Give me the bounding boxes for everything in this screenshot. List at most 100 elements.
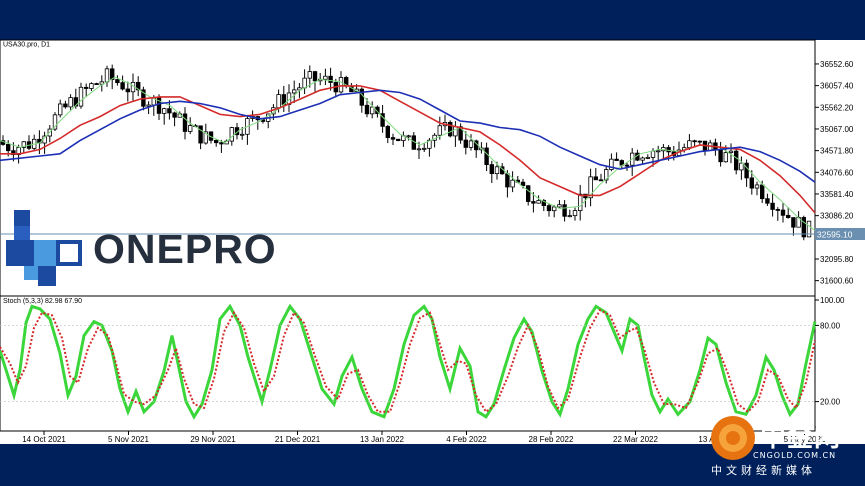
candle-body <box>609 158 614 170</box>
candle-body <box>656 150 661 153</box>
candle-body <box>239 133 245 136</box>
source-url: CNGOLD.COM.CN <box>753 451 837 460</box>
candle-body <box>291 89 297 94</box>
candle-body <box>640 157 645 161</box>
candle-body <box>510 179 515 188</box>
candle-body <box>135 81 141 91</box>
current-price-badge <box>815 228 865 240</box>
candle-body <box>84 86 89 89</box>
candle-body <box>489 164 494 175</box>
candle-body <box>770 202 775 210</box>
candle-body <box>604 169 609 181</box>
candle-body <box>421 147 427 150</box>
candle-body <box>723 152 728 163</box>
time-tick-label: 5 Nov 2021 <box>108 435 149 444</box>
candle-body <box>416 148 422 151</box>
candle-body <box>494 166 500 175</box>
candle-body <box>276 94 281 109</box>
candle-body <box>125 88 130 93</box>
current-price-label: 32595.10 <box>817 230 853 240</box>
candle-body <box>557 204 562 208</box>
candle-body <box>359 88 364 106</box>
main-pane: 36552.60 36057.40 35562.20 35067.00 34571.80… <box>0 39 865 297</box>
candle-body <box>328 75 333 83</box>
candle-body <box>437 125 442 136</box>
candle-body <box>447 121 453 137</box>
candle-body <box>572 210 578 217</box>
time-tick-label: 14 Oct 2021 <box>22 435 66 444</box>
ma-line-2 <box>0 89 816 183</box>
candle-body <box>94 83 99 85</box>
candle-body <box>89 83 94 89</box>
candle-body <box>110 68 115 80</box>
candle-body <box>338 77 344 93</box>
time-tick-label: 4 Feb 2022 <box>446 435 487 444</box>
candle-body <box>749 177 754 189</box>
candle-body <box>505 173 510 188</box>
candle-body <box>213 139 219 144</box>
candle-body <box>687 140 692 149</box>
onepro-watermark: ONEPRO <box>93 226 277 272</box>
candle-body <box>624 164 630 167</box>
candle-body <box>588 176 593 199</box>
candle-body <box>11 150 16 156</box>
candle-body <box>593 176 598 181</box>
candle-body <box>198 125 203 144</box>
price-tick-label: 34076.60 <box>820 168 854 177</box>
candle-body <box>765 198 770 204</box>
stochastic-lines <box>0 303 817 420</box>
stoch-tick-label: 100.00 <box>820 296 845 305</box>
candle-body <box>307 71 312 79</box>
candle-body <box>380 113 385 127</box>
candle-body <box>806 220 812 238</box>
stoch-axis: 100.00 80.00 20.00 <box>0 296 845 428</box>
candle-body <box>775 209 780 211</box>
candle-body <box>182 113 188 132</box>
candle-body <box>302 77 307 89</box>
price-tick-label: 33086.20 <box>820 212 854 221</box>
candle-body <box>739 162 744 171</box>
price-tick-label: 36552.60 <box>820 60 854 69</box>
source-name: 中金网 <box>760 423 842 453</box>
time-tick-label: 28 Feb 2022 <box>529 435 574 444</box>
candle-body <box>697 140 702 143</box>
candle-body <box>692 140 697 143</box>
candle-body <box>167 108 172 114</box>
candle-body <box>297 87 302 91</box>
candle-body <box>6 144 11 152</box>
candle-body <box>78 86 84 107</box>
time-tick-label: 13 Jan 2022 <box>360 435 405 444</box>
candle-body <box>734 150 739 171</box>
candle-body <box>484 147 489 166</box>
candle-body <box>786 214 791 218</box>
candle-body <box>754 184 760 189</box>
candle-body <box>520 181 526 187</box>
candle-body <box>562 204 567 217</box>
candle-body <box>718 149 723 163</box>
price-tick-label: 35562.20 <box>820 103 854 112</box>
stoch-pane: 100.00 80.00 20.00 Stoch (5,3,3) 82.98 67.… <box>0 295 845 432</box>
candle-body <box>52 114 58 130</box>
candle-body <box>578 193 583 211</box>
price-tick-label: 36057.40 <box>820 82 854 91</box>
candle-body <box>463 139 468 148</box>
stoch-main-line <box>0 303 817 420</box>
candle-body <box>68 97 73 108</box>
candle-body <box>104 68 110 83</box>
cngold-logo-icon <box>711 416 755 460</box>
candle-body <box>395 138 401 141</box>
candle-body <box>567 215 572 218</box>
candle-body <box>161 108 167 114</box>
candle-body <box>323 75 328 80</box>
source-tagline: 中文财经新媒体 <box>711 464 816 477</box>
candle-body <box>229 127 234 142</box>
candle-body <box>427 139 432 149</box>
stoch-label: Stoch (5,3,3) 82.98 67.90 <box>3 298 82 305</box>
candle-body <box>546 205 552 212</box>
price-tick-label: 32095.80 <box>820 255 854 264</box>
candle-body <box>312 71 318 82</box>
time-tick-label: 29 Nov 2021 <box>190 435 236 444</box>
price-tick-label: 34571.80 <box>820 147 854 156</box>
candle-body <box>219 142 224 145</box>
